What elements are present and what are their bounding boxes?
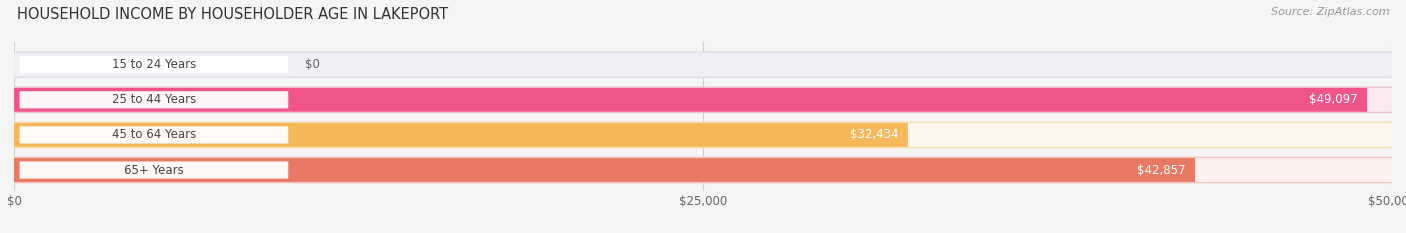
FancyBboxPatch shape [14, 51, 1392, 78]
FancyBboxPatch shape [14, 123, 908, 147]
Text: 45 to 64 Years: 45 to 64 Years [112, 128, 195, 141]
FancyBboxPatch shape [14, 88, 1367, 112]
Text: HOUSEHOLD INCOME BY HOUSEHOLDER AGE IN LAKEPORT: HOUSEHOLD INCOME BY HOUSEHOLDER AGE IN L… [17, 7, 449, 22]
FancyBboxPatch shape [20, 126, 288, 144]
FancyBboxPatch shape [20, 91, 288, 108]
FancyBboxPatch shape [14, 123, 1392, 147]
Text: $42,857: $42,857 [1137, 164, 1185, 177]
Text: 25 to 44 Years: 25 to 44 Years [112, 93, 195, 106]
FancyBboxPatch shape [20, 56, 288, 73]
FancyBboxPatch shape [14, 158, 1195, 182]
FancyBboxPatch shape [14, 157, 1392, 183]
Text: Source: ZipAtlas.com: Source: ZipAtlas.com [1271, 7, 1389, 17]
Text: $49,097: $49,097 [1309, 93, 1357, 106]
FancyBboxPatch shape [14, 53, 1392, 77]
FancyBboxPatch shape [14, 88, 1392, 112]
FancyBboxPatch shape [14, 122, 1392, 148]
FancyBboxPatch shape [14, 86, 1392, 113]
FancyBboxPatch shape [14, 158, 1392, 182]
Text: 65+ Years: 65+ Years [124, 164, 184, 177]
Text: $32,434: $32,434 [849, 128, 898, 141]
Text: 15 to 24 Years: 15 to 24 Years [112, 58, 195, 71]
Text: $0: $0 [305, 58, 319, 71]
FancyBboxPatch shape [20, 161, 288, 179]
